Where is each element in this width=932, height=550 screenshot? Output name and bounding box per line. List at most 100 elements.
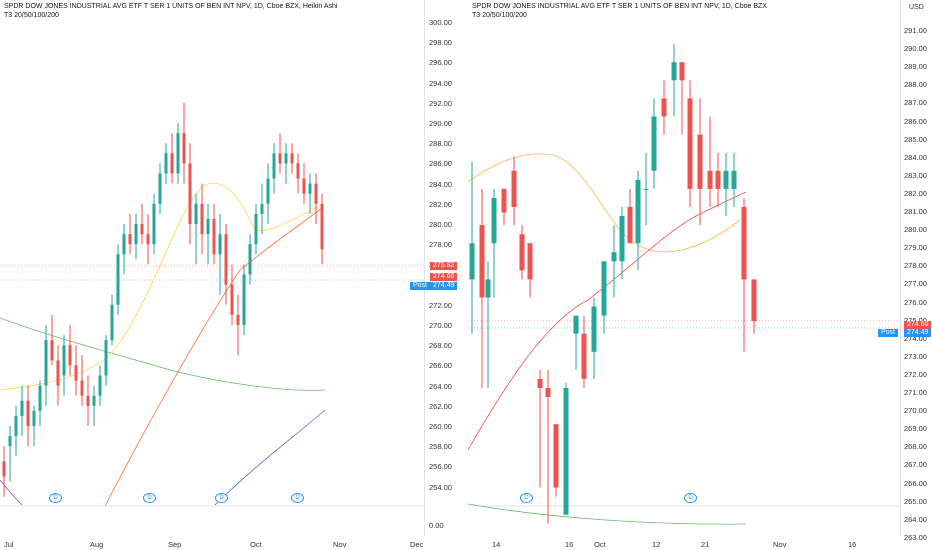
dividend-marker[interactable]: D	[684, 493, 697, 503]
left-post-label: Post	[410, 282, 431, 290]
candle-body	[537, 378, 543, 388]
price-tick: 280.00	[904, 225, 927, 235]
right-post-price-tag: 274.49	[904, 329, 932, 337]
candle-body	[308, 183, 312, 194]
candle-body	[601, 261, 607, 316]
time-tick: Nov	[333, 540, 347, 549]
candle-body	[581, 333, 587, 379]
price-tick: 278.00	[429, 240, 452, 250]
time-tick: Jul	[4, 540, 14, 549]
candle-body	[248, 244, 252, 275]
price-tick: 269.00	[904, 424, 927, 434]
candle-body	[697, 134, 703, 189]
candle-body	[26, 400, 30, 426]
price-tick: 286.00	[429, 159, 452, 169]
price-tick: 277.00	[904, 279, 927, 289]
time-tick: 12	[652, 540, 661, 549]
candle-body	[218, 234, 222, 255]
candle-body	[68, 345, 72, 366]
price-tick: 291.00	[904, 26, 927, 35]
candle-body	[236, 314, 240, 325]
time-tick: Sep	[168, 540, 182, 549]
price-tick: 271.00	[904, 388, 927, 397]
dividend-marker[interactable]: D	[143, 493, 156, 503]
t3-50-line	[468, 153, 741, 253]
candle-body	[519, 234, 525, 271]
price-tick: 254.00	[429, 482, 452, 492]
candle-body	[314, 183, 318, 204]
right-post-label: Post	[878, 329, 899, 337]
price-tick: 270.00	[904, 406, 927, 416]
candle-body	[679, 62, 685, 81]
candle-body	[188, 163, 192, 224]
candle-body	[553, 424, 559, 488]
price-tick: 264.00	[904, 514, 927, 524]
left-candle-plot[interactable]	[0, 0, 424, 536]
t3-200-line	[214, 409, 326, 506]
right-chart-title: SPDR DOW JONES INDUSTRIAL AVG ETF T SER …	[472, 3, 767, 10]
left-post-price-tag: 274.49	[430, 282, 458, 290]
left-indicator-legend[interactable]: T3 20/50/100/200	[4, 12, 59, 19]
right-price-axis[interactable]: USD 291.00 290.00 289.00 288.00 287.00 286.00…	[900, 0, 932, 542]
candle-body	[715, 170, 721, 189]
price-tick: 290.00	[904, 44, 927, 54]
candle-body	[212, 218, 216, 255]
price-tick: 268.00	[429, 341, 452, 351]
candle-body	[296, 163, 300, 179]
price-tick: 265.00	[904, 496, 927, 506]
price-tick: 300.00	[429, 18, 452, 27]
price-tick: 298.00	[429, 38, 452, 48]
price-tick: 260.00	[429, 422, 452, 431]
t3-20-line	[468, 191, 747, 451]
candle-body	[194, 203, 198, 224]
time-tick: Nov	[773, 540, 787, 549]
candle-body	[98, 375, 102, 396]
candle-body	[158, 173, 162, 204]
price-tick: 272.00	[904, 369, 927, 379]
candle-body	[619, 216, 625, 262]
dividend-marker[interactable]: D	[215, 493, 228, 503]
price-tick: 264.00	[429, 381, 452, 391]
candle-body	[651, 116, 657, 171]
candle-body	[20, 400, 24, 416]
right-candle-plot[interactable]	[468, 0, 900, 536]
left-chart-pane[interactable]: SPDR DOW JONES INDUSTRIAL AVG ETF T SER …	[0, 0, 468, 550]
time-tick: 16	[565, 540, 574, 549]
candle-body	[2, 461, 6, 477]
candle-body	[469, 243, 475, 280]
right-close-price-tag: 274.66	[904, 321, 932, 329]
price-tick: 282.00	[429, 199, 452, 209]
candle-body	[501, 188, 507, 213]
right-chart-pane[interactable]: SPDR DOW JONES INDUSTRIAL AVG ETF T SER …	[468, 0, 932, 550]
price-tick: 258.00	[429, 442, 452, 452]
candle-body	[176, 133, 180, 174]
candle-body	[8, 436, 12, 447]
candle-body	[152, 203, 156, 245]
left-high-price-tag: 275.82	[430, 262, 458, 270]
t3-100-line	[468, 503, 747, 525]
candle-body	[80, 380, 84, 396]
candle-body	[134, 224, 138, 245]
candle-body	[38, 385, 42, 411]
price-tick: 256.00	[429, 462, 452, 472]
time-tick: Oct	[594, 540, 606, 549]
price-tick: 284.00	[904, 152, 927, 162]
right-indicator-legend[interactable]: T3 20/50/100/200	[472, 12, 527, 19]
candle-body	[164, 153, 168, 174]
left-close-price-tag: 274.66	[430, 273, 458, 281]
left-chart-title: SPDR DOW JONES INDUSTRIAL AVG ETF T SER …	[4, 3, 338, 10]
price-tick: 288.00	[904, 80, 927, 90]
candle-body	[635, 179, 641, 244]
candle-body	[56, 360, 60, 386]
candle-body	[74, 365, 78, 381]
price-tick: 268.00	[904, 442, 927, 452]
dividend-marker[interactable]: D	[291, 493, 304, 503]
dividend-marker[interactable]: D	[49, 493, 62, 503]
candle-body	[32, 410, 36, 426]
price-tick: 266.00	[904, 478, 927, 488]
candle-body	[731, 170, 737, 189]
candle-body	[254, 213, 258, 245]
price-tick: 278.00	[904, 261, 927, 271]
dividend-marker[interactable]: D	[520, 493, 533, 503]
price-tick: 296.00	[429, 58, 452, 68]
